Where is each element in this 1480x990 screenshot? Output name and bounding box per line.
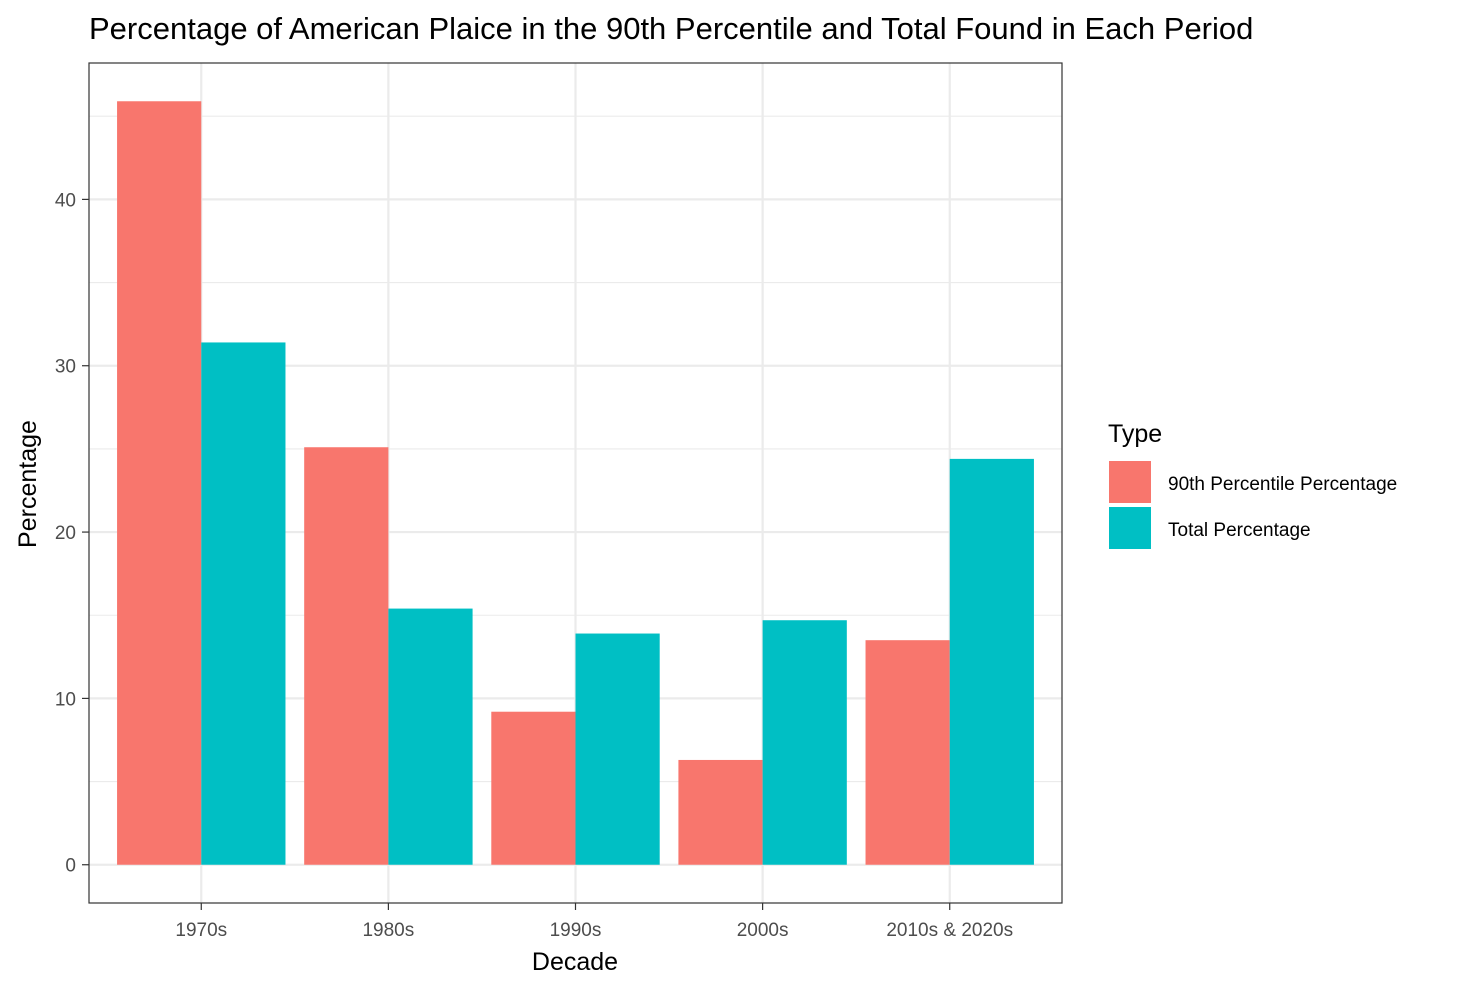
legend-label-1: Total Percentage (1168, 520, 1311, 541)
y-axis-title: Percentage (14, 420, 42, 548)
bar-total-4 (949, 458, 1034, 865)
legend-title: Type (1108, 420, 1162, 448)
bar-total-1 (388, 608, 473, 865)
x-tick-label: 2010s & 2020s (886, 920, 1013, 941)
bar-p90-2 (491, 711, 576, 865)
legend-key-0 (1109, 461, 1151, 503)
x-tick-label: 1970s (175, 920, 227, 941)
legend-label-0: 90th Percentile Percentage (1168, 474, 1397, 495)
x-tick-label: 1990s (550, 920, 602, 941)
y-tick-label: 30 (55, 357, 76, 378)
bar-total-2 (575, 633, 660, 865)
bar-total-3 (762, 620, 847, 865)
legend: Type 90th Percentile Percentage Total Per… (1108, 420, 1397, 549)
y-tick-label: 10 (55, 689, 76, 710)
bars (117, 101, 1034, 865)
bar-p90-0 (117, 101, 202, 865)
bar-p90-4 (865, 640, 950, 865)
bar-total-0 (201, 342, 286, 865)
y-tick-label: 0 (65, 856, 76, 877)
legend-key-1 (1109, 507, 1151, 549)
x-tick-label: 1980s (362, 920, 414, 941)
y-axis: 0 10 20 30 40 (55, 190, 89, 877)
chart-title: Percentage of American Plaice in the 90t… (89, 11, 1253, 46)
x-axis-title: Decade (532, 948, 618, 976)
x-axis: 1970s 1980s 1990s 2000s 2010s & 2020s (175, 903, 1013, 941)
y-tick-label: 40 (55, 190, 76, 211)
x-tick-label: 2000s (737, 920, 789, 941)
bar-p90-1 (304, 447, 389, 865)
bar-p90-3 (678, 759, 763, 865)
y-tick-label: 20 (55, 523, 76, 544)
